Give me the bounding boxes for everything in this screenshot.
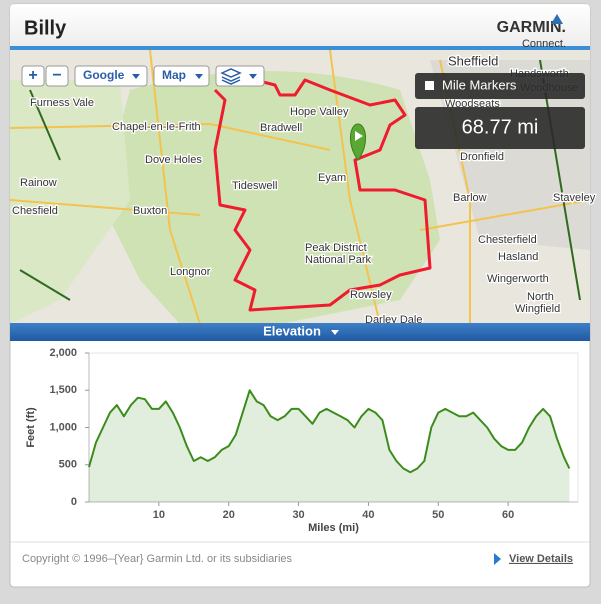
provider-label[interactable]: Google: [83, 68, 125, 82]
checkbox[interactable]: [425, 81, 434, 90]
mile-markers-label[interactable]: Mile Markers: [442, 77, 517, 92]
pin-play: [355, 131, 363, 141]
map-label: Eyam: [318, 172, 346, 184]
map-label: Barlow: [453, 192, 487, 204]
caret: [331, 330, 339, 335]
map-label: Hasland: [498, 251, 538, 263]
elevation-area: [89, 390, 570, 502]
x-tick-label: 60: [502, 509, 514, 521]
x-tick-label: 10: [153, 509, 165, 521]
park-area: [100, 71, 440, 324]
map-controls: + − Google Map: [21, 65, 265, 87]
elevation-line: [88, 389, 571, 474]
map-label: Chapel-en-le-Frith: [112, 121, 201, 133]
y-tick-label: 500: [59, 459, 77, 471]
map-label: North: [527, 291, 554, 303]
logo: GARMIN.: [497, 19, 566, 36]
y-tick-label: 1,000: [49, 421, 77, 433]
map-label: Rainow: [20, 177, 57, 189]
elevation-chart: 0 500 1,000 1,500 2,000 10 20 30 40 50 60 Miles (mi…: [25, 347, 579, 534]
caret: [132, 74, 140, 79]
map-label: Tideswell: [232, 180, 277, 192]
view-label[interactable]: Map: [162, 68, 186, 82]
distance-box: [415, 107, 585, 149]
distance: 68.77 mi: [462, 116, 539, 138]
logo-triangle: [551, 14, 563, 24]
provider-button[interactable]: [74, 65, 148, 87]
roads: [10, 50, 590, 324]
y-tick-label: 1,500: [49, 384, 77, 396]
plot-area: [88, 352, 579, 503]
caret: [249, 74, 257, 79]
map-label: Peak District: [305, 242, 367, 254]
zoom-out[interactable]: −: [52, 67, 61, 84]
map-label: Rowsley: [350, 289, 392, 301]
map-label: Wingerworth: [487, 273, 549, 285]
x-tick-label: 30: [292, 509, 304, 521]
title: Billy: [24, 17, 67, 39]
rail: [19, 59, 581, 301]
map-label: Longnor: [170, 266, 211, 278]
caret: [195, 74, 203, 79]
header-stripe: [10, 46, 590, 50]
x-tick-label: 20: [223, 509, 235, 521]
mile-markers-box[interactable]: [415, 73, 585, 99]
layers-icon: [220, 68, 242, 85]
green-area: [10, 80, 130, 324]
view-button[interactable]: [153, 65, 210, 87]
x-axis-label: Miles (mi): [308, 522, 359, 534]
map-label: Dove Holes: [145, 154, 202, 166]
y-axis-label: Feet (ft): [25, 407, 37, 448]
y-tick-label: 0: [71, 496, 77, 508]
zoom-out-button[interactable]: [45, 65, 69, 87]
zoom-in-button[interactable]: [21, 65, 45, 87]
map-label: Chesterfield: [478, 234, 537, 246]
header-bg: [10, 4, 590, 50]
logo-sub: Connect.: [522, 38, 566, 50]
map-label: Dronfield: [460, 151, 504, 163]
map-label: National Park: [305, 254, 372, 266]
map-label: Chesfield: [12, 205, 58, 217]
map-label: Sheffield: [448, 53, 498, 68]
elevation-title[interactable]: Elevation: [263, 323, 321, 338]
x-tick-label: 50: [432, 509, 444, 521]
y-tick-label: 2,000: [49, 347, 77, 359]
elevation-bar[interactable]: [10, 323, 590, 341]
map-label: Bradwell: [260, 122, 302, 134]
layers-button[interactable]: [215, 65, 265, 87]
map-label: Wingfield: [515, 303, 560, 315]
map-label: Hope Valley: [290, 106, 349, 118]
copyright: Copyright © 1996–{Year} Garmin Ltd. or i…: [22, 553, 293, 565]
zoom-in[interactable]: +: [28, 67, 37, 84]
map-label: Buxton: [133, 205, 167, 217]
link-arrow: [494, 553, 501, 565]
map-label: Staveley: [553, 192, 596, 204]
start-pin: [350, 123, 366, 161]
map-label: Furness Vale: [30, 97, 94, 109]
route: [213, 78, 432, 312]
x-tick-label: 40: [362, 509, 374, 521]
view-details[interactable]: View Details: [509, 553, 573, 565]
